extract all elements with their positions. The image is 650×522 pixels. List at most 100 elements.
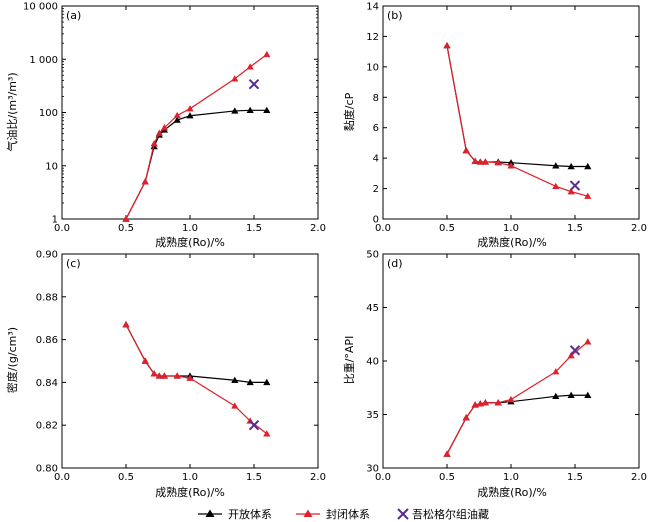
panel-c-open-point: [231, 376, 239, 383]
panel-c-xtick-label: 1.0: [182, 472, 198, 483]
panel-a-closed-point: [173, 111, 181, 119]
panel-a-open-point: [263, 106, 271, 113]
panel-c-xtick-label: 1.5: [246, 472, 262, 483]
panel-a-open-point: [246, 106, 254, 113]
legend-open-marker-icon: [205, 509, 215, 517]
panel-a-closed-point: [263, 50, 271, 58]
panel-d-xtick-label: 1.5: [567, 472, 583, 483]
x-mark-stroke: [248, 78, 260, 90]
panel-b-closed-point: [567, 188, 575, 195]
panel-c-ytick-label: 0.86: [36, 335, 58, 346]
panel-c-frame: [61, 253, 319, 469]
panel-b-open-point: [552, 162, 560, 169]
panel-d-closed-point: [552, 368, 560, 375]
panel-c-closed-point: [231, 402, 239, 409]
x-mark-stroke: [569, 345, 581, 356]
panel-b-ytick-label: 4: [373, 154, 379, 165]
panel-a-closed-point: [150, 140, 158, 147]
legend-field-label: 吾松格尔组油藏: [412, 507, 489, 521]
panel-a-ytick-label: 10: [45, 161, 58, 172]
panel-b-field-point: [569, 180, 581, 191]
panel-d-closed-point: [584, 338, 592, 345]
panel-a-ytick-label: 1: [52, 215, 58, 226]
panel-c-ytick-label: 0.88: [36, 292, 58, 303]
panel-a-open-point: [231, 107, 239, 114]
panel-b-xtick-label: 1.5: [567, 223, 583, 234]
panel-d-open-point: [567, 391, 575, 398]
panel-d-ytick-label: 50: [366, 250, 379, 261]
legend-open-label: 开放体系: [228, 507, 272, 521]
panel-b-ytick-label: 0: [373, 215, 379, 226]
panel-b-xlabel: 成熟度(Ro)/%: [477, 235, 547, 249]
panel-c-ytick-label: 0.84: [36, 378, 58, 389]
panel-c: 密度/(g/cm³) 成熟度(Ro)/% (c) 0.0 0.5 1.0 1.5 2.0 0…: [5, 250, 326, 500]
panel-c-open-point: [246, 378, 254, 386]
panel-a-open-point: [186, 112, 194, 119]
panel-b-ytick-label: 12: [366, 32, 379, 43]
panel-d-label: (d): [387, 257, 403, 270]
panel-a-xtick-label: 1.5: [246, 223, 262, 234]
panel-a-closed-point: [231, 75, 239, 82]
panel-d-closed-point: [462, 414, 470, 421]
panel-b-xtick-label: 0.0: [375, 223, 391, 234]
panel-c-field-point: [248, 419, 260, 431]
panel-a-xtick-label: 2.0: [310, 223, 326, 234]
panel-b-closed-point: [462, 146, 470, 154]
panel-d-xlabel: 成熟度(Ro)/%: [477, 485, 547, 499]
panel-b-closed-point: [476, 158, 484, 165]
panel-b-closed-line: [446, 45, 588, 197]
panel-d-open-line: [446, 394, 588, 455]
panel-d-xtick-label: 0.0: [375, 472, 391, 483]
legend-field-marker-icon: [397, 508, 409, 520]
panel-b-closed-point: [481, 158, 489, 165]
panel-c-closed-point: [155, 372, 163, 379]
panel-a-closed-point: [122, 215, 130, 222]
panel-b: 黏度/cP 成熟度(Ro)/% (b) 0.0 0.5 1.0 1.5 2.0 0 2 4 6 8 1…: [342, 2, 647, 250]
panel-b-ytick-label: 6: [373, 123, 379, 134]
panel-a: 气油比/(m³/m³) 成熟度(Ro)/% (a) 0.0 0.5 1.0 1.5 2.0…: [5, 2, 326, 250]
panel-c-closed-point: [173, 372, 181, 379]
panel-c-closed-point: [186, 374, 194, 381]
panel-a-open-point: [173, 116, 181, 123]
panel-d-closed-point: [476, 400, 484, 407]
panel-d-frame: [382, 253, 640, 469]
panel-b-closed-point: [584, 192, 592, 199]
panel-c-closed-point: [263, 430, 271, 437]
panel-a-ytick-label: 10 000: [23, 2, 58, 13]
panel-a-closed-point: [246, 63, 254, 70]
panel-d-closed-point: [471, 401, 479, 408]
panel-c-open-line: [125, 324, 267, 383]
panel-a-xtick-label: 0.0: [54, 223, 70, 234]
legend-closed-marker-icon: [303, 509, 313, 517]
panel-b-label: (b): [387, 9, 403, 22]
panel-d: 比重/°API 成熟度(Ro)/% (d) 0.0 0.5 1.0 1.5 2.0 30 35…: [342, 250, 647, 500]
panel-a-field-point: [248, 78, 260, 90]
panel-d-xtick-label: 1.0: [503, 472, 519, 483]
panel-c-closed-line: [125, 324, 268, 435]
panel-a-open-line: [125, 109, 267, 220]
panel-d-ytick-label: 30: [366, 464, 379, 475]
panel-c-xtick-label: 0.5: [118, 472, 134, 483]
panel-a-closed-line: [125, 53, 268, 220]
panel-a-ytick-label: 1 000: [29, 55, 58, 66]
panel-c-open-point: [263, 378, 271, 386]
panel-c-closed-point: [150, 370, 158, 377]
panel-d-xtick-label: 0.5: [439, 472, 455, 483]
panel-c-closed-point: [160, 372, 168, 379]
panel-a-label: (a): [66, 9, 81, 22]
panel-d-ytick-label: 40: [366, 357, 379, 368]
panel-d-ytick-label: 35: [366, 410, 379, 421]
panel-b-closed-point: [471, 157, 479, 164]
panel-b-ylabel: 黏度/cP: [342, 92, 356, 131]
panel-a-xtick-label: 0.5: [118, 223, 134, 234]
legend-closed-label: 封闭体系: [326, 507, 370, 521]
panel-d-field-point: [569, 345, 581, 356]
panel-d-closed-point: [494, 399, 502, 406]
panel-b-closed-point: [494, 159, 502, 166]
panel-d-xtick-label: 2.0: [631, 472, 647, 483]
panel-a-ylabel: 气油比/(m³/m³): [5, 72, 19, 151]
panel-c-closed-point: [122, 321, 130, 328]
legend: 开放体系 封闭体系 吾松格尔组油藏: [198, 507, 489, 521]
panel-d-closed-point: [481, 399, 489, 406]
